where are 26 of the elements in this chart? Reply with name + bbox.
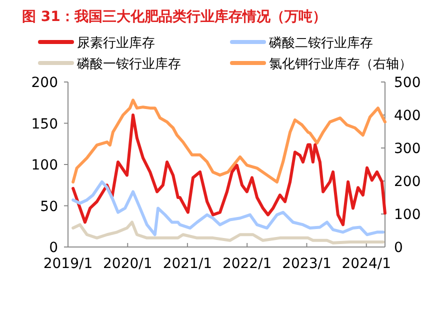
y-tick-label: 200 <box>31 75 58 91</box>
y-tick-label: 100 <box>31 158 58 174</box>
line-series <box>72 180 385 236</box>
legend-label: 氯化钾行业库存（右轴） <box>269 57 412 72</box>
y2-tick-label: 400 <box>394 108 421 124</box>
line-series <box>72 98 386 184</box>
y-tick-label: 0 <box>49 240 58 256</box>
x-tick-label: 2019/1 <box>43 256 93 272</box>
y2-tick-label: 0 <box>394 240 403 256</box>
legend-label: 磷酸一铵行业库存 <box>76 57 181 72</box>
line-series <box>72 220 385 244</box>
x-tick-label: 2024/1 <box>342 256 392 272</box>
y2-tick-label: 100 <box>394 207 421 223</box>
y-tick-label: 150 <box>31 116 58 132</box>
y2-tick-label: 200 <box>394 174 421 190</box>
y-tick-label: 50 <box>40 198 58 215</box>
chart-title: 图 31：我国三大化肥品类行业库存情况（万吨） <box>22 8 326 25</box>
legend-label: 尿素行业库存 <box>77 36 155 51</box>
x-tick-label: 2021/1 <box>162 256 212 272</box>
x-tick-label: 2022/1 <box>222 256 272 272</box>
x-tick-label: 2023/1 <box>282 256 332 272</box>
line-series <box>72 114 386 226</box>
y2-tick-label: 500 <box>394 75 421 91</box>
legend-label: 磷酸二铵行业库存 <box>268 36 373 51</box>
x-tick-label: 2020/1 <box>103 256 152 272</box>
y2-tick-label: 300 <box>394 141 421 157</box>
